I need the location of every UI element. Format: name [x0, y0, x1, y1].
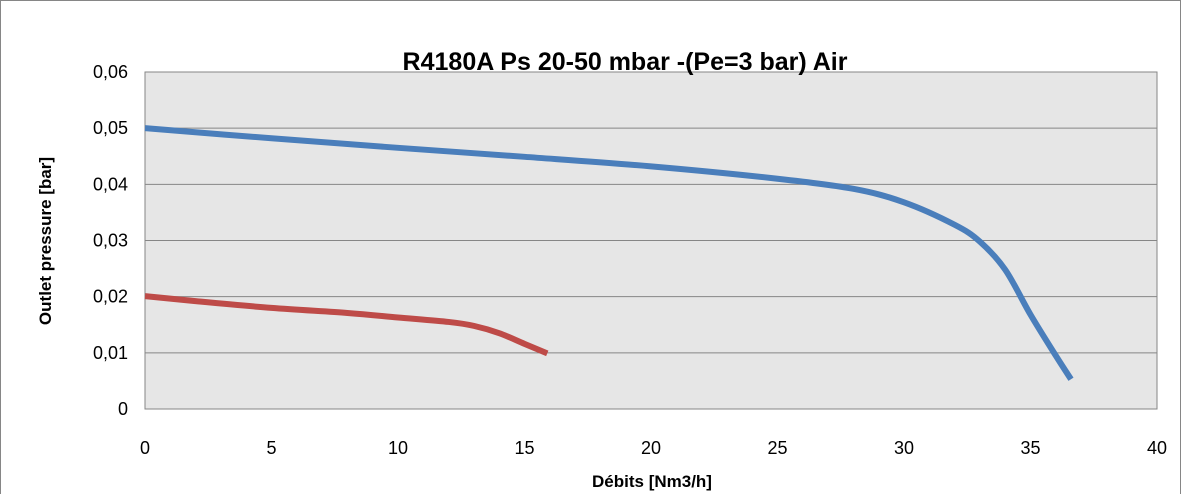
y-tick-label: 0 — [118, 399, 128, 419]
x-tick-label: 40 — [1147, 438, 1167, 458]
y-axis-ticks: 0 0,01 0,02 0,03 0,04 0,05 0,06 — [93, 62, 128, 419]
x-tick-label: 30 — [894, 438, 914, 458]
chart-title: R4180A Ps 20-50 mbar -(Pe=3 bar) Air — [403, 48, 848, 76]
y-tick-label: 0,03 — [93, 231, 128, 251]
x-tick-label: 0 — [140, 438, 150, 458]
y-tick-label: 0,05 — [93, 118, 128, 138]
gridlines — [145, 71, 1157, 354]
x-tick-label: 5 — [266, 438, 276, 458]
y-tick-label: 0,01 — [93, 343, 128, 363]
x-tick-label: 15 — [514, 438, 534, 458]
x-tick-label: 35 — [1020, 438, 1040, 458]
y-tick-label: 0,02 — [93, 287, 128, 307]
x-axis-ticks: 0 5 10 15 20 25 30 35 40 — [140, 438, 1167, 458]
y-tick-label: 0,06 — [93, 62, 128, 82]
x-tick-label: 20 — [641, 438, 661, 458]
y-axis-title: Outlet pressure [bar] — [36, 157, 55, 325]
x-axis-title: Débits [Nm3/h] — [592, 472, 712, 491]
y-tick-label: 0,04 — [93, 174, 128, 194]
series-line-2 — [144, 293, 549, 357]
series-line-1 — [144, 125, 1074, 381]
series-layer — [144, 125, 1074, 381]
x-tick-label: 10 — [388, 438, 408, 458]
x-tick-label: 25 — [767, 438, 787, 458]
